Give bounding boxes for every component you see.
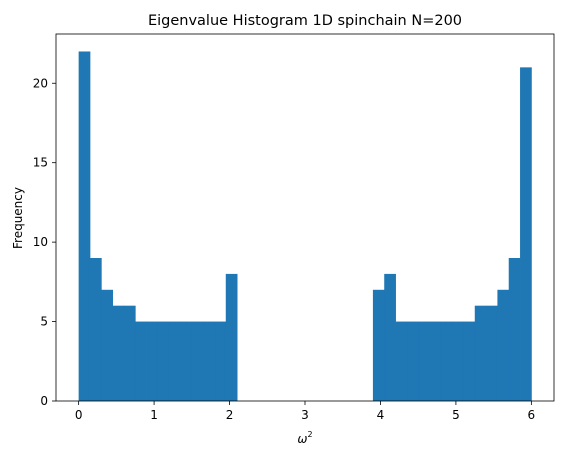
y-tick-label: 20 bbox=[33, 76, 48, 90]
x-tick-label: 4 bbox=[377, 408, 385, 422]
histogram-bar bbox=[474, 305, 487, 401]
x-axis-label-superscript: 2 bbox=[307, 430, 312, 439]
y-axis-label: Frequency bbox=[11, 187, 25, 249]
histogram-bar bbox=[180, 321, 193, 401]
y-tick-label: 0 bbox=[40, 394, 48, 408]
histogram-bar bbox=[101, 289, 113, 401]
histogram-bar bbox=[89, 258, 102, 401]
x-tick-label: 6 bbox=[528, 408, 536, 422]
histogram-bar bbox=[486, 305, 498, 401]
y-tick-label: 10 bbox=[33, 235, 48, 249]
y-axis-ticks: 0 5 10 15 20 bbox=[33, 76, 56, 408]
histogram-bar bbox=[395, 321, 408, 401]
histogram-bar bbox=[418, 321, 430, 401]
x-axis-label-base: ω bbox=[297, 432, 307, 446]
histogram-bars bbox=[78, 51, 532, 402]
y-tick-label: 15 bbox=[33, 156, 48, 170]
histogram-bar bbox=[440, 321, 453, 401]
x-tick-label: 3 bbox=[301, 408, 309, 422]
histogram-bar bbox=[146, 321, 159, 401]
histogram-bar bbox=[112, 305, 125, 401]
histogram-bar bbox=[429, 321, 442, 401]
x-axis-label: ω2 bbox=[297, 430, 312, 446]
x-tick-label: 2 bbox=[226, 408, 234, 422]
histogram-bar bbox=[203, 321, 215, 401]
histogram-bar bbox=[372, 289, 385, 401]
histogram-bar bbox=[169, 321, 181, 401]
histogram-bar bbox=[214, 321, 227, 401]
x-axis-ticks: 0 1 2 3 4 5 6 bbox=[75, 401, 535, 422]
histogram-bar bbox=[135, 321, 147, 401]
x-tick-label: 5 bbox=[452, 408, 460, 422]
histogram-bar bbox=[123, 305, 136, 401]
y-tick-label: 5 bbox=[40, 315, 48, 329]
histogram-bar bbox=[497, 289, 510, 401]
histogram-bar bbox=[225, 273, 238, 401]
histogram-bar bbox=[191, 321, 204, 401]
histogram-bar bbox=[452, 321, 464, 401]
histogram-bar bbox=[508, 258, 521, 401]
histogram-bar bbox=[520, 67, 532, 402]
histogram-bar bbox=[157, 321, 170, 401]
histogram-bar bbox=[463, 321, 476, 401]
histogram-bar bbox=[406, 321, 419, 401]
x-tick-label: 1 bbox=[150, 408, 158, 422]
x-tick-label: 0 bbox=[75, 408, 83, 422]
chart-title: Eigenvalue Histogram 1D spinchain N=200 bbox=[148, 13, 462, 29]
histogram-bar bbox=[384, 273, 396, 401]
histogram-bar bbox=[78, 51, 91, 401]
